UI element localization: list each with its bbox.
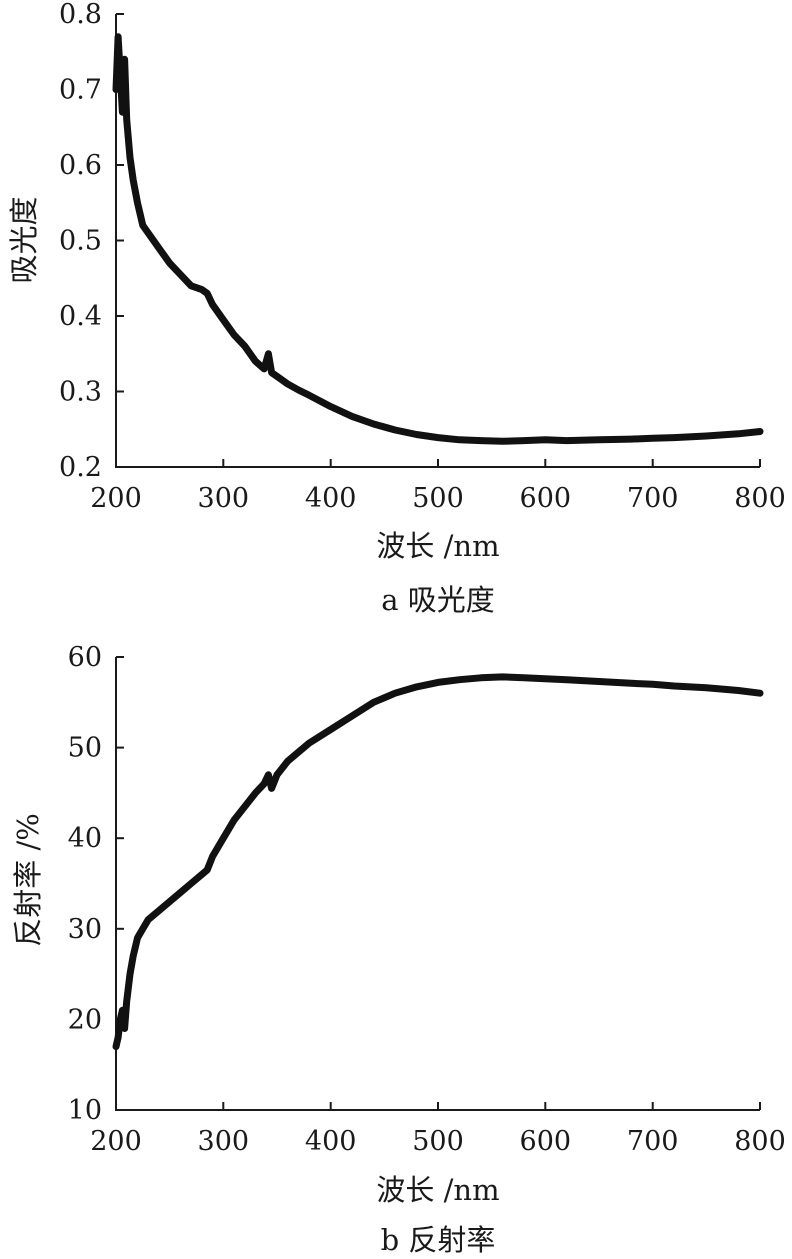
y-tick-label: 0.8 bbox=[59, 0, 102, 30]
chart-panel-reflectance: 10 20 30 40 50 60 200 300 400 500 600 70… bbox=[11, 642, 786, 1257]
panel-caption: a 吸光度 bbox=[381, 583, 495, 617]
absorbance-series-line bbox=[112, 33, 764, 445]
x-tick-label: 700 bbox=[627, 1126, 679, 1157]
y-tick-labels: 0.2 0.3 0.4 0.5 0.6 0.7 0.8 bbox=[59, 0, 102, 483]
x-tick-label: 200 bbox=[90, 483, 142, 514]
y-tick-label: 60 bbox=[68, 642, 102, 673]
y-tick-label: 10 bbox=[68, 1095, 102, 1126]
x-axis-label: 波长 /nm bbox=[376, 529, 499, 563]
y-axis-label: 反射率 /% bbox=[11, 813, 45, 947]
x-tick-label: 400 bbox=[305, 1126, 357, 1157]
x-tick-label: 500 bbox=[412, 483, 464, 514]
x-tick-label: 800 bbox=[734, 483, 786, 514]
x-tick-label: 500 bbox=[412, 1126, 464, 1157]
x-tick-labels: 200 300 400 500 600 700 800 bbox=[90, 1126, 786, 1157]
axis-frame bbox=[115, 657, 760, 1111]
y-tick-label: 0.2 bbox=[59, 452, 102, 483]
x-axis-ticks bbox=[115, 1102, 761, 1110]
x-tick-label: 300 bbox=[198, 1126, 250, 1157]
y-axis-label: 吸光度 bbox=[7, 196, 41, 283]
y-tick-label: 40 bbox=[68, 823, 102, 854]
y-tick-labels: 10 20 30 40 50 60 bbox=[68, 642, 102, 1126]
y-tick-label: 0.7 bbox=[59, 75, 102, 106]
x-tick-label: 600 bbox=[520, 1126, 572, 1157]
x-axis-ticks bbox=[115, 459, 761, 467]
reflectance-series-line bbox=[112, 673, 764, 1051]
x-tick-label: 400 bbox=[305, 483, 357, 514]
y-tick-label: 0.3 bbox=[59, 377, 102, 408]
axis-frame bbox=[115, 14, 760, 468]
x-tick-label: 800 bbox=[734, 1126, 786, 1157]
x-tick-label: 300 bbox=[198, 483, 250, 514]
x-tick-label: 600 bbox=[520, 483, 572, 514]
y-tick-label: 0.5 bbox=[59, 226, 102, 257]
y-tick-label: 30 bbox=[68, 914, 102, 945]
x-axis-label: 波长 /nm bbox=[376, 1173, 499, 1207]
chart-panel-absorbance: 0.2 0.3 0.4 0.5 0.6 0.7 0.8 200 300 400 … bbox=[7, 0, 786, 617]
x-tick-label: 700 bbox=[627, 483, 679, 514]
x-tick-label: 200 bbox=[90, 1126, 142, 1157]
y-tick-label: 0.6 bbox=[59, 150, 102, 181]
y-tick-label: 20 bbox=[68, 1004, 102, 1035]
y-tick-label: 50 bbox=[68, 733, 102, 764]
y-tick-label: 0.4 bbox=[59, 301, 102, 332]
panel-caption: b 反射率 bbox=[381, 1223, 496, 1257]
x-tick-labels: 200 300 400 500 600 700 800 bbox=[90, 483, 786, 514]
